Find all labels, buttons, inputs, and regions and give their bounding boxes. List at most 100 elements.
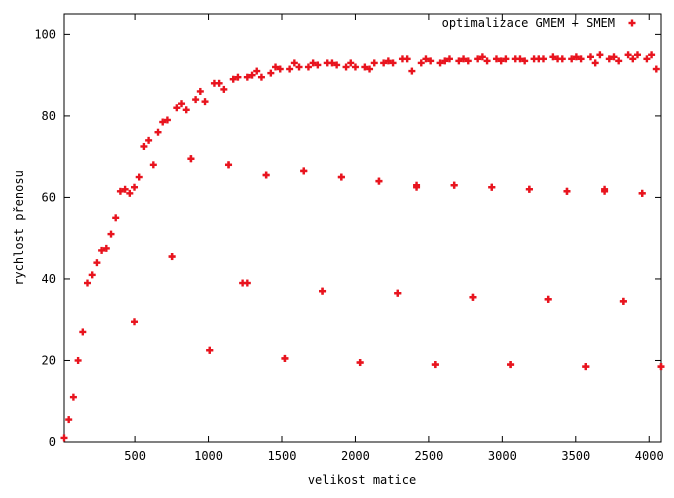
data-point — [347, 59, 355, 67]
data-point — [290, 59, 298, 67]
data-point — [168, 253, 176, 261]
data-point — [558, 55, 566, 63]
data-point — [225, 161, 233, 169]
data-point — [328, 59, 336, 67]
data-point — [413, 183, 421, 191]
data-point — [469, 293, 477, 301]
data-point — [445, 55, 453, 63]
data-point — [502, 55, 510, 63]
legend: optimalizace GMEM + SMEM — [442, 16, 636, 30]
legend-marker — [628, 19, 636, 27]
data-point — [615, 57, 623, 65]
data-point — [535, 55, 543, 63]
x-tick-label: 3000 — [488, 449, 517, 463]
data-point — [361, 63, 369, 71]
data-point — [525, 185, 533, 193]
data-point — [262, 171, 270, 179]
data-point — [483, 57, 491, 65]
y-tick-label: 60 — [42, 190, 56, 204]
data-point — [605, 55, 613, 63]
data-point — [507, 361, 515, 369]
data-point — [652, 65, 660, 73]
data-point — [159, 118, 167, 126]
data-point — [295, 63, 303, 71]
data-point — [60, 434, 68, 442]
data-point — [572, 53, 580, 61]
data-point — [201, 98, 209, 106]
data-point — [131, 183, 139, 191]
data-point — [539, 55, 547, 63]
data-point — [478, 53, 486, 61]
data-point — [624, 51, 632, 59]
data-point — [408, 67, 416, 75]
data-point — [253, 67, 261, 75]
data-point — [281, 354, 289, 362]
data-point — [300, 167, 308, 175]
data-point — [633, 51, 641, 59]
data-point — [304, 63, 312, 71]
data-point — [243, 279, 251, 287]
data-point — [450, 181, 458, 189]
data-point — [323, 59, 331, 67]
data-point — [309, 59, 317, 67]
data-point — [596, 51, 604, 59]
y-tick-label: 100 — [34, 27, 56, 41]
data-point — [549, 53, 557, 61]
data-point — [173, 104, 181, 112]
data-point — [102, 244, 110, 252]
data-point — [154, 128, 162, 136]
data-point — [79, 328, 87, 336]
data-point — [342, 63, 350, 71]
x-axis-label: velikost matice — [308, 473, 416, 487]
data-point — [215, 79, 223, 87]
data-point — [210, 79, 218, 87]
data-point — [131, 318, 139, 326]
y-tick-label: 0 — [49, 435, 56, 449]
y-axis-ticks: 0 20 40 60 80 100 — [34, 27, 661, 449]
data-point — [375, 177, 383, 185]
data-point — [206, 346, 214, 354]
data-point — [337, 173, 345, 181]
data-point — [511, 55, 519, 63]
data-point — [74, 356, 82, 364]
x-tick-label: 500 — [124, 449, 146, 463]
data-point — [427, 57, 435, 65]
data-point — [178, 100, 186, 108]
data-points — [60, 51, 665, 442]
data-point — [403, 55, 411, 63]
data-point — [286, 65, 294, 73]
data-point — [591, 59, 599, 67]
data-point — [488, 183, 496, 191]
data-point — [521, 57, 529, 65]
x-tick-label: 1500 — [268, 449, 297, 463]
data-point — [431, 361, 439, 369]
data-point — [563, 187, 571, 195]
data-point — [126, 189, 134, 197]
data-point — [474, 55, 482, 63]
data-point — [568, 55, 576, 63]
data-point — [69, 393, 77, 401]
data-point — [234, 73, 242, 81]
data-point — [88, 271, 96, 279]
data-point — [145, 136, 153, 144]
data-point — [314, 61, 322, 69]
x-tick-label: 2500 — [414, 449, 443, 463]
data-point — [516, 55, 524, 63]
data-point — [98, 246, 106, 254]
data-point — [93, 259, 101, 267]
legend-label: optimalizace GMEM + SMEM — [442, 16, 615, 30]
data-point — [380, 59, 388, 67]
data-point — [192, 96, 200, 104]
data-point — [544, 295, 552, 303]
data-point — [610, 53, 618, 61]
data-point — [492, 55, 500, 63]
data-point — [163, 116, 171, 124]
data-point — [370, 59, 378, 67]
data-point — [248, 71, 256, 79]
data-point — [577, 55, 585, 63]
data-point — [196, 87, 204, 95]
data-point — [422, 55, 430, 63]
data-point — [601, 187, 609, 195]
data-point — [384, 57, 392, 65]
